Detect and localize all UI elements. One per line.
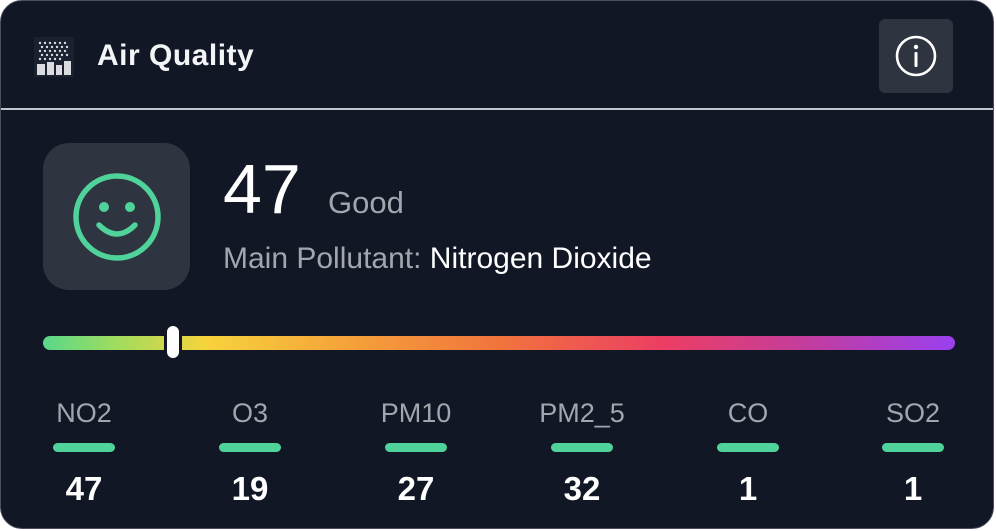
main-pollutant-label: Main Pollutant: xyxy=(223,242,422,275)
pollutant-level-bar xyxy=(385,443,447,452)
pollutant-level-bar xyxy=(882,443,944,452)
pollutant-name: O3 xyxy=(231,398,269,428)
pollutant-item: SO2 1 xyxy=(843,394,983,509)
pollutant-level-bar xyxy=(551,443,613,452)
pollutant-name: CO xyxy=(727,398,769,428)
info-icon xyxy=(895,35,937,77)
page-title: Air Quality xyxy=(97,39,255,72)
aqi-scale-bar xyxy=(43,336,955,350)
pollutant-value: 47 xyxy=(65,470,103,507)
pollutant-value: 1 xyxy=(903,470,923,507)
pollutant-level-bar xyxy=(219,443,281,452)
card-header: Air Quality xyxy=(1,1,993,110)
pollutant-name: SO2 xyxy=(885,398,941,428)
pollutant-item: CO 1 xyxy=(678,394,818,509)
pollutant-value: 32 xyxy=(563,470,601,507)
pollutant-name: PM10 xyxy=(380,398,452,428)
aqi-level: Good xyxy=(328,185,404,220)
pollutant-level-bar xyxy=(717,443,779,452)
pollutant-list: NO2 47 O3 19 PM10 27 PM2_5 32 CO 1 SO2 1 xyxy=(1,394,993,524)
main-pollutant-name: Nitrogen Dioxide xyxy=(429,242,652,275)
aqi-status-tile xyxy=(43,143,190,290)
pollutant-level-bar xyxy=(53,443,115,452)
info-button[interactable] xyxy=(879,19,953,93)
main-pollutant: Main Pollutant: Nitrogen Dioxide xyxy=(223,241,652,277)
pollutant-item: PM10 27 xyxy=(346,394,486,509)
pollutant-item: NO2 47 xyxy=(14,394,154,509)
pollutant-item: O3 19 xyxy=(180,394,320,509)
aqi-value: 47 xyxy=(223,150,301,228)
pollutant-item: PM2_5 32 xyxy=(512,394,652,509)
city-haze-icon xyxy=(34,37,74,77)
pollutant-value: 19 xyxy=(231,470,269,507)
aqi-scale-marker xyxy=(163,323,182,361)
pollutant-name: NO2 xyxy=(56,398,112,428)
pollutant-value: 27 xyxy=(397,470,435,507)
smiley-face-icon xyxy=(72,172,161,261)
pollutant-name: PM2_5 xyxy=(539,398,625,428)
pollutant-value: 1 xyxy=(738,470,758,507)
